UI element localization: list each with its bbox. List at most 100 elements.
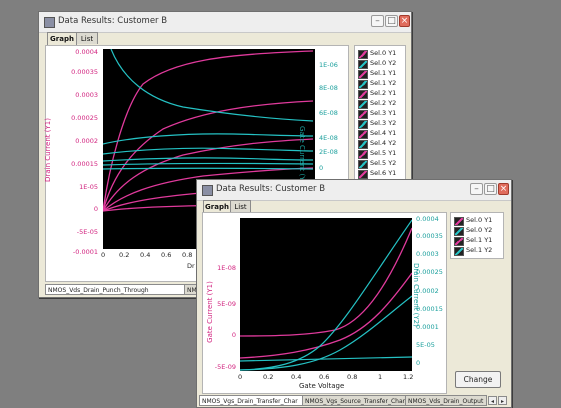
y-right-tick: 1E-06 [319,61,338,69]
y-right-tick: 0.00015 [416,305,443,313]
minimize-button[interactable]: – [470,183,483,195]
close-button[interactable]: × [399,15,410,27]
x-tick: 1.2 [403,373,414,381]
x-tick: 0.2 [263,373,274,381]
y-left-tick: 0.0002 [75,137,98,145]
y-right-tick: 0 [319,164,324,172]
y-left-axis-label: Gate Current (Y1) [205,281,214,343]
legend-swatch [358,110,368,119]
sheet-tab[interactable]: NMOS_Vgs_Drain_Transfer_Char [199,395,303,406]
y-right-tick: 0 [416,359,421,367]
sheet-tab[interactable]: NMOS_Vds_Drain_Output [405,395,487,406]
legend-swatch [358,50,368,59]
legend-swatch [454,227,464,236]
data-results-window-front: Data Results: Customer B – □ × Graph Lis… [196,179,512,408]
legend-swatch [454,217,464,226]
y-right-tick: 0.0004 [416,215,439,223]
x-tick: 0 [101,251,106,259]
y-right-tick: 0.00025 [416,268,443,276]
tab-list[interactable]: List [76,32,98,44]
y-left-tick: 0.00025 [71,114,98,122]
maximize-icon: □ [387,16,396,26]
y-left-tick: 0.00015 [71,160,98,168]
legend-swatch [358,140,368,149]
x-tick: 0.4 [291,373,302,381]
x-axis-label: Gate Voltage [299,382,345,390]
legend-swatch [358,150,368,159]
sheet-tabs: NMOS_Vgs_Drain_Transfer_Char NMOS_Vgs_So… [199,395,509,406]
y-right-tick: 0.0003 [416,250,439,258]
y-right-tick: 8E-08 [319,84,338,92]
x-tick: 0.8 [347,373,358,381]
close-icon: × [499,184,508,194]
close-button[interactable]: × [498,183,509,195]
graph-panel: 1E-08 5E-09 0 -5E-09 Gate Current (Y1) 0… [202,212,447,394]
x-tick: 0.4 [140,251,151,259]
sheet-tab[interactable]: NMOS_Vgs_Source_Transfer_Char [302,395,406,406]
y-left-tick: 0.00035 [71,68,98,76]
tab-list[interactable]: List [230,200,251,212]
minimize-icon: – [375,16,380,26]
y-right-tick: 0.00035 [416,232,443,240]
y-left-tick: -5E-09 [214,363,236,371]
legend-swatch [358,100,368,109]
minimize-button[interactable]: – [371,15,384,27]
y-left-tick: 0 [93,205,98,213]
title-bar[interactable]: Data Results: Customer B – □ × [39,12,411,33]
maximize-button[interactable]: □ [385,15,398,27]
x-tick: 1 [378,373,383,381]
graph-plot-area [240,218,412,371]
y-left-tick: 1E-05 [79,183,98,191]
legend-swatch [358,120,368,129]
legend-swatch [454,247,464,256]
y-left-tick: 0.0003 [75,91,98,99]
title-bar[interactable]: Data Results: Customer B – □ × [197,180,511,201]
legend-panel: Sel.0 Y1 Sel.0 Y2 Sel.1 Y1 Sel.1 Y2 [450,212,504,259]
legend-swatch [454,237,464,246]
tab-graph[interactable]: Graph [47,32,77,45]
arrow-left-icon: ◂ [490,398,494,405]
legend-swatch [358,160,368,169]
x-axis-label: Dr [187,262,195,270]
window-title: Data Results: Customer B [216,184,326,194]
legend-swatch [358,90,368,99]
x-tick: 0.2 [119,251,130,259]
x-tick: 0 [238,373,243,381]
tab-scroll-right-button[interactable]: ▸ [498,396,507,405]
legend-swatch [358,60,368,69]
y-right-tick: 4E-08 [319,134,338,142]
view-tabs: Graph List [47,32,107,45]
tab-scroll-left-button[interactable]: ◂ [488,396,497,405]
y-right-tick: 0.0001 [416,323,439,331]
legend-swatch [358,80,368,89]
y-left-tick: 5E-09 [217,300,236,308]
close-icon: × [400,16,409,26]
view-tabs: Graph List [203,200,258,213]
y-left-tick: -5E-05 [76,228,98,236]
minimize-icon: – [474,184,479,194]
legend-swatch [358,130,368,139]
legend-panel: Sel.0 Y1 Sel.0 Y2 Sel.1 Y1 Sel.1 Y2 Sel.… [354,45,406,180]
x-tick: 0.8 [182,251,193,259]
y-left-tick: -0.0001 [72,248,98,256]
y-right-tick: 5E-05 [416,341,435,349]
y-right-tick: 6E-08 [319,109,338,117]
arrow-right-icon: ▸ [500,398,504,405]
legend-swatch [358,170,368,179]
app-icon [202,185,213,196]
legend-swatch [358,70,368,79]
app-icon [44,17,55,28]
y-left-tick: 0.0004 [75,48,98,56]
window-title: Data Results: Customer B [58,16,168,26]
y-right-axis-label: Drain Current (Y2) [412,263,420,327]
y-right-tick: 0.0002 [416,287,439,295]
x-tick: 0.6 [319,373,330,381]
change-button[interactable]: Change [455,371,501,388]
y-right-tick: 2E-08 [319,148,338,156]
y-left-tick: 1E-08 [217,264,236,272]
x-tick: 0.6 [161,251,172,259]
maximize-icon: □ [486,184,495,194]
sheet-tab[interactable]: NMOS_Vds_Drain_Punch_Through [45,284,185,295]
y-left-axis-label: Drain Current (Y1) [43,118,52,182]
maximize-button[interactable]: □ [484,183,497,195]
